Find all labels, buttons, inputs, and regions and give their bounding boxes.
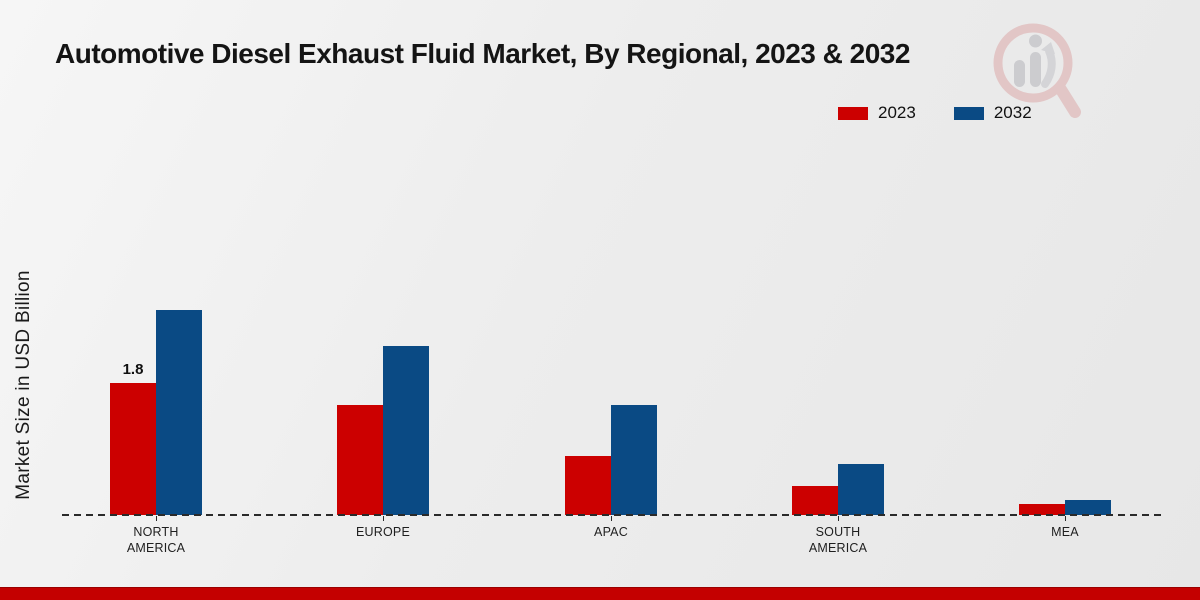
magnifier-bar-chart-logo-icon — [985, 18, 1085, 128]
bar-mea-2023 — [1019, 504, 1065, 515]
bar-north-america-2023 — [110, 383, 156, 515]
category-label-europe: EUROPE — [356, 525, 410, 539]
legend-item-2032: 2032 — [953, 103, 1032, 123]
axis-tick-south-america — [838, 516, 839, 521]
value-label-north-america-2023: 1.8 — [122, 361, 144, 378]
axis-tick-mea — [1065, 516, 1066, 521]
axis-tick-europe — [383, 516, 384, 521]
x-axis-baseline — [62, 514, 1162, 516]
bar-europe-2032 — [383, 346, 429, 515]
page-title: Automotive Diesel Exhaust Fluid Market, … — [55, 38, 910, 69]
bar-europe-2023 — [337, 405, 383, 515]
bar-north-america-2032 — [156, 310, 202, 515]
axis-tick-apac — [611, 516, 612, 521]
legend-label-2023: 2023 — [878, 103, 916, 122]
category-label-apac: APAC — [594, 525, 628, 539]
category-label-south-america: SOUTH AMERICA — [808, 525, 868, 555]
legend-swatch-2032 — [953, 106, 984, 120]
bar-apac-2023 — [565, 456, 611, 515]
bar-south-america-2023 — [792, 486, 838, 515]
footer-accent-bar — [0, 587, 1200, 600]
legend-label-2032: 2032 — [993, 103, 1032, 122]
category-label-north-america: NORTH AMERICA — [126, 525, 186, 555]
bar-mea-2032 — [1065, 500, 1111, 515]
legend-swatch-2023 — [838, 106, 868, 120]
axis-tick-north-america — [156, 516, 157, 521]
legend: 2023 2032 — [838, 103, 1032, 123]
category-label-mea: MEA — [1051, 525, 1079, 539]
bar-south-america-2032 — [838, 464, 884, 515]
legend-item-2023: 2023 — [838, 103, 916, 123]
bar-apac-2032 — [611, 405, 657, 515]
